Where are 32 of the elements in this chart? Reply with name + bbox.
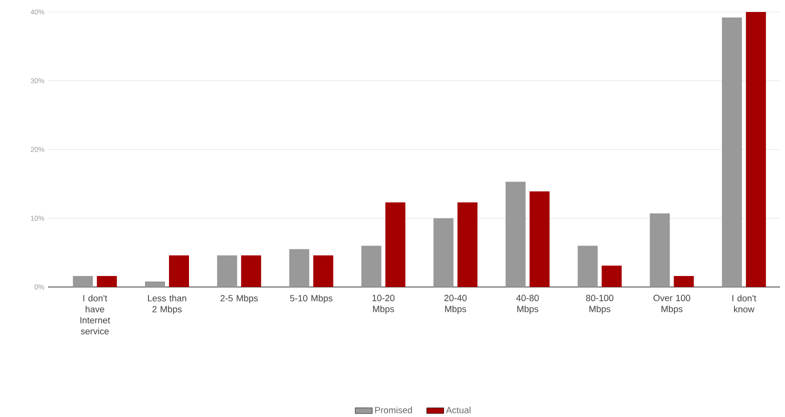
x-tick-label: 10-20 Mbps <box>372 294 395 314</box>
x-tick-label: 5-10 Mbps <box>290 294 332 304</box>
bar <box>578 246 598 287</box>
bar <box>457 202 478 287</box>
bar <box>722 17 742 287</box>
bar <box>602 266 622 287</box>
bar <box>169 255 189 287</box>
bar <box>289 249 310 287</box>
legend-label: Promised <box>375 406 412 414</box>
bar <box>674 276 694 287</box>
bar <box>650 213 670 287</box>
bar <box>361 246 382 287</box>
x-tick-label: 2-5 Mbps <box>220 294 258 304</box>
x-tick-label: I don't know <box>732 294 756 312</box>
bar <box>433 218 454 287</box>
bar <box>217 255 238 287</box>
bar <box>145 281 165 287</box>
bar <box>96 276 117 287</box>
x-tick-label: Over 100 Mbps <box>653 294 690 314</box>
bar <box>72 276 93 287</box>
x-tick-label: Less than 2 Mbps <box>148 294 186 314</box>
legend-label: Actual <box>446 406 470 414</box>
bar <box>530 191 550 287</box>
bar <box>385 202 406 287</box>
x-tick-label: 40-80 Mbps <box>516 294 539 314</box>
x-tick-label: 20-40 Mbps <box>444 294 467 314</box>
bar <box>506 182 526 287</box>
bar <box>241 255 262 287</box>
bar <box>313 255 334 287</box>
x-tick-label: I don't have Internet service <box>80 294 110 334</box>
x-tick-label: 80-100 Mbps <box>586 294 614 314</box>
bar <box>746 12 766 287</box>
